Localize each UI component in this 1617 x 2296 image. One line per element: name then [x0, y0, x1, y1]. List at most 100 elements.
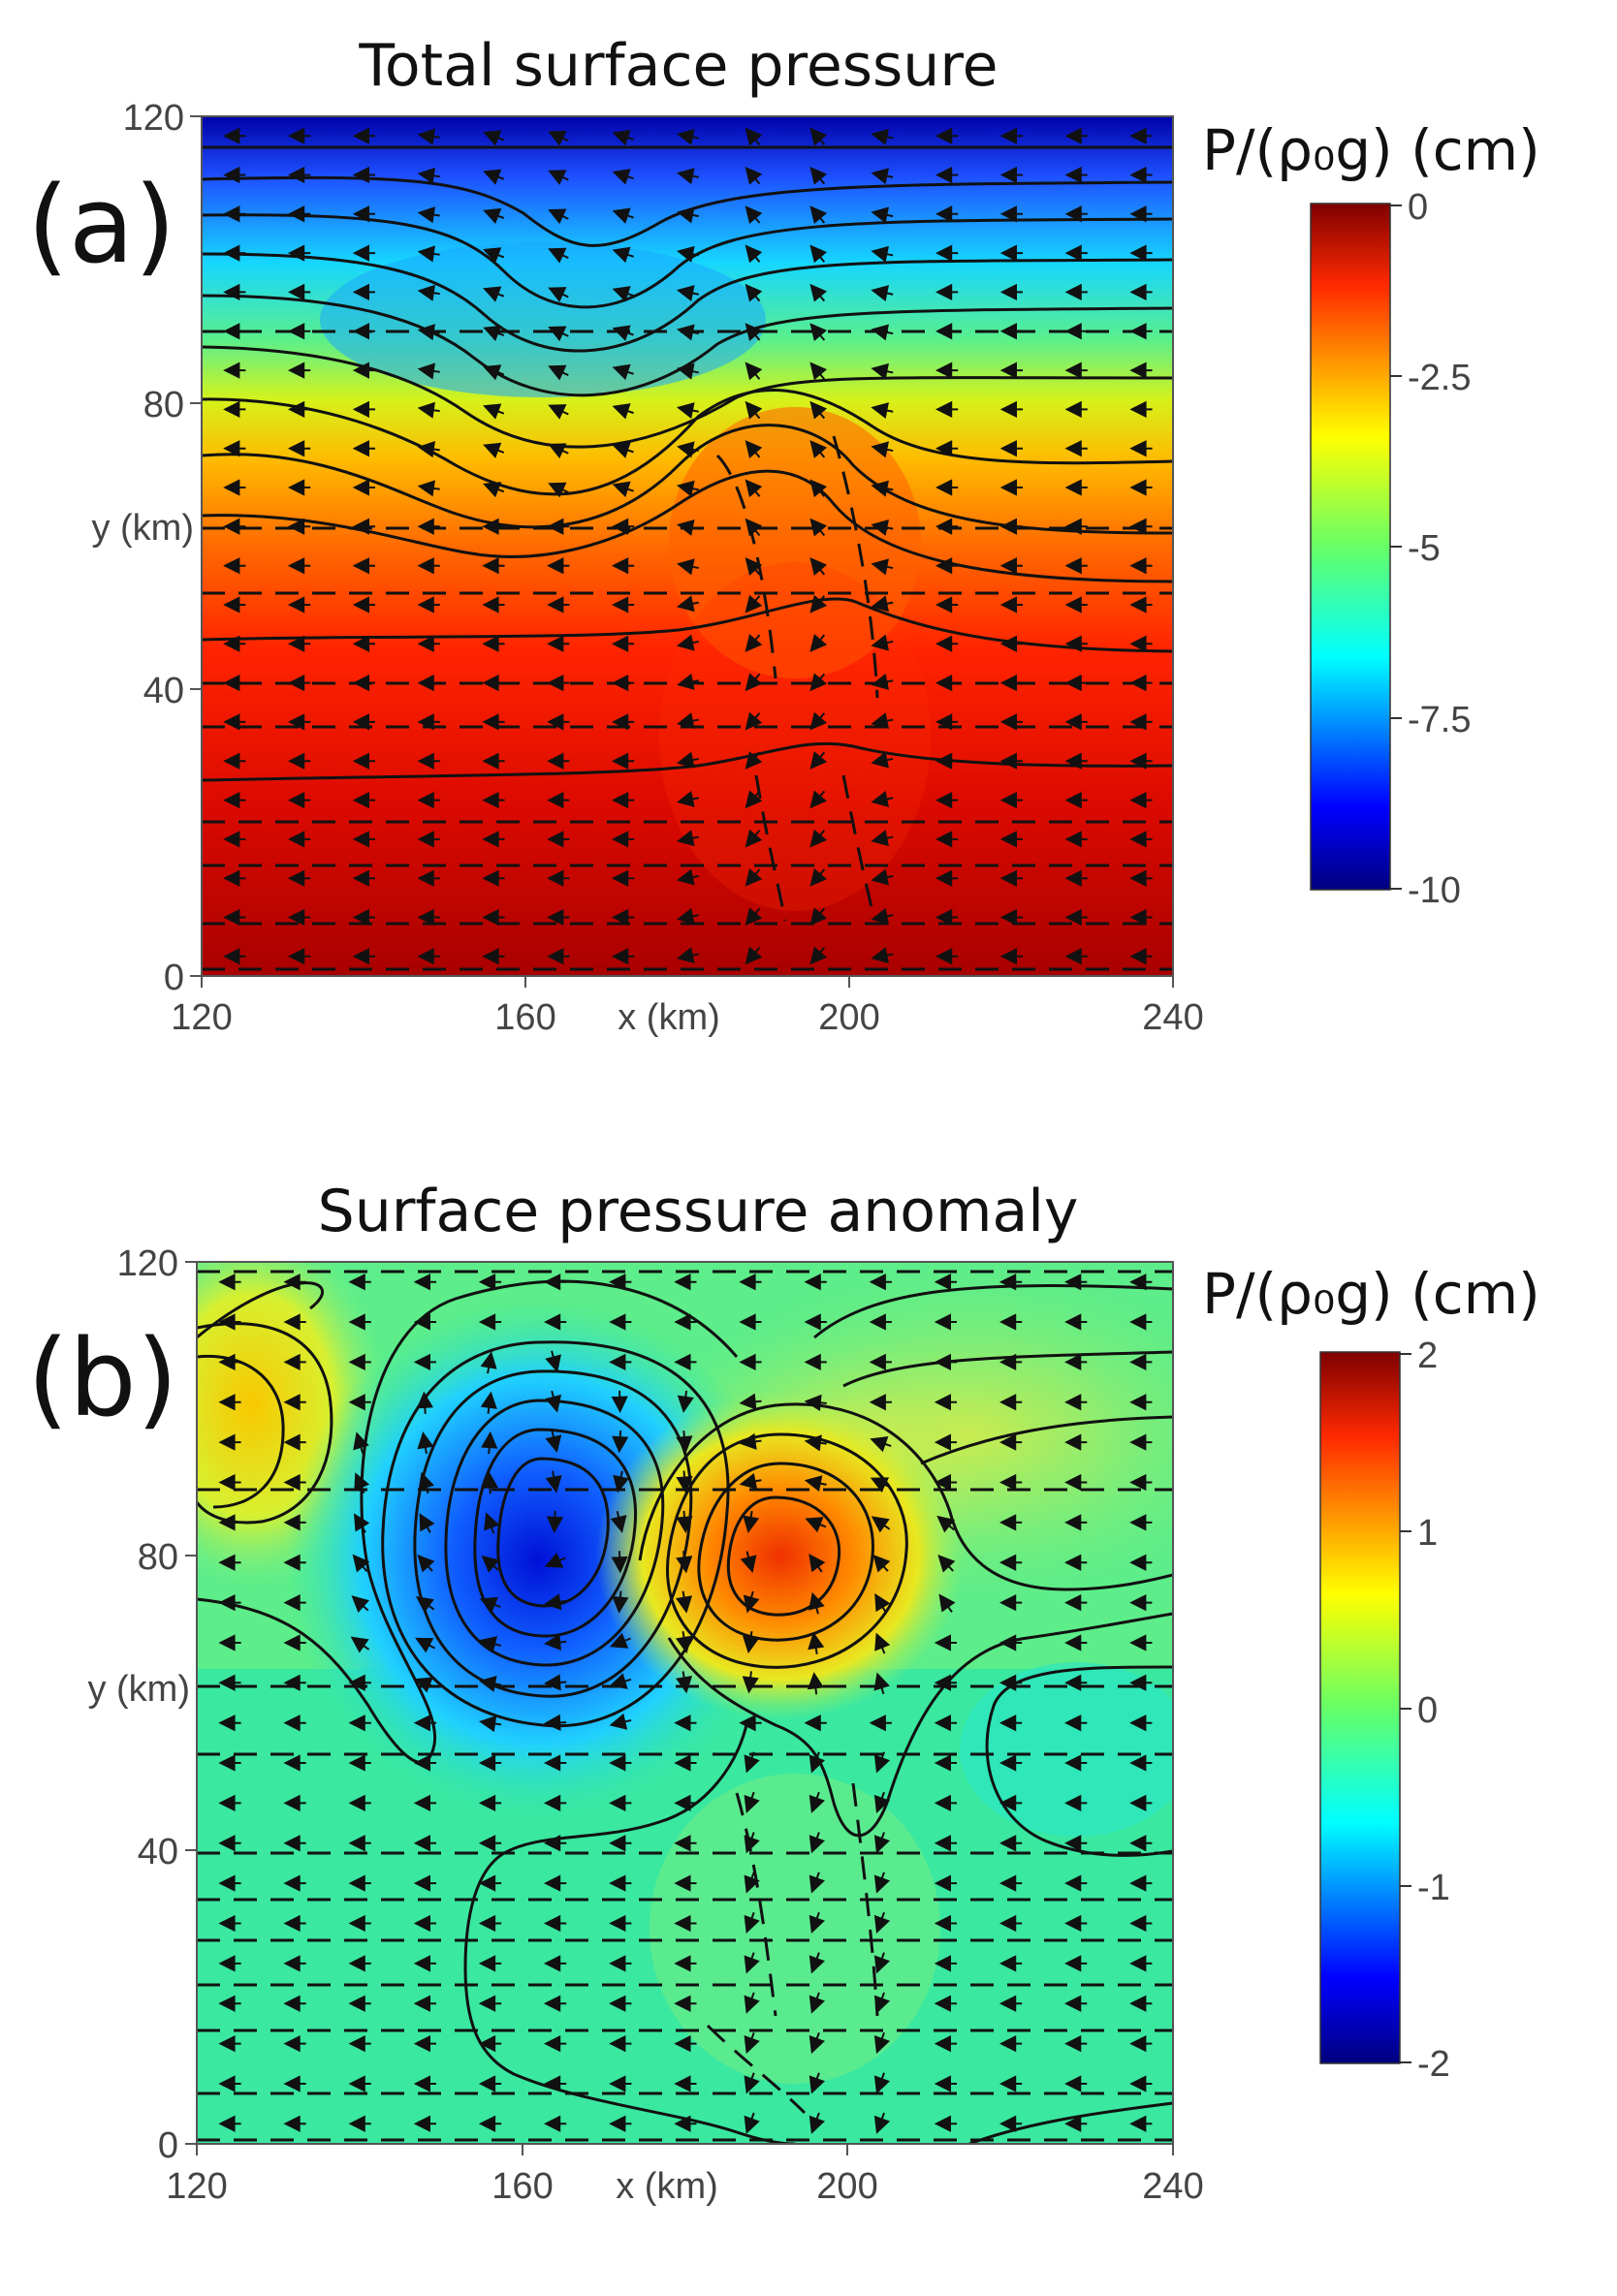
panel-a-ytick: 40	[143, 671, 184, 711]
velocity-arrow	[413, 1714, 436, 1732]
velocity-arrow	[348, 2034, 371, 2053]
velocity-arrow	[745, 400, 763, 420]
velocity-arrow	[545, 1470, 562, 1494]
velocity-arrow	[934, 1914, 957, 1933]
panel-b-dashed-contours	[197, 1270, 1173, 2142]
velocity-arrow	[478, 1835, 502, 1852]
velocity-arrow	[934, 2034, 957, 2053]
velocity-arrow	[934, 1955, 957, 1972]
velocity-arrow	[545, 1390, 562, 1413]
velocity-arrow	[478, 2034, 502, 2053]
velocity-arrow	[872, 1554, 891, 1573]
velocity-arrow	[287, 674, 311, 692]
velocity-arrow	[543, 2075, 567, 2092]
panel-a-cbar-tick: -2.5	[1408, 358, 1471, 398]
velocity-arrow	[611, 791, 635, 809]
velocity-arrow	[999, 244, 1023, 262]
velocity-arrow	[677, 1390, 694, 1413]
velocity-arrow	[674, 1313, 697, 1331]
velocity-arrow	[676, 595, 699, 613]
velocity-arrow	[999, 2075, 1023, 2092]
velocity-arrow	[548, 287, 569, 302]
velocity-arrow	[999, 557, 1023, 575]
velocity-arrow	[935, 283, 959, 301]
velocity-arrow	[937, 1554, 956, 1573]
velocity-arrow	[809, 907, 828, 927]
velocity-arrow	[676, 907, 699, 925]
velocity-arrow	[417, 908, 440, 927]
velocity-arrow	[804, 1394, 827, 1411]
velocity-arrow	[745, 868, 763, 887]
panel-a-xlabel: x (km)	[618, 997, 720, 1038]
velocity-arrow	[999, 791, 1023, 809]
velocity-arrow	[612, 169, 634, 185]
velocity-arrow	[935, 127, 959, 144]
panel-a-xtick: 240	[1142, 997, 1203, 1038]
velocity-arrow	[1129, 1353, 1153, 1371]
velocity-arrow	[218, 1353, 241, 1371]
velocity-arrow	[871, 519, 894, 536]
velocity-arrow	[999, 1554, 1023, 1571]
velocity-arrow	[352, 440, 375, 457]
velocity-arrow	[413, 1754, 436, 1772]
velocity-arrow	[1064, 635, 1088, 652]
velocity-arrow	[223, 127, 246, 144]
velocity-arrow	[548, 326, 569, 342]
velocity-arrow	[417, 674, 440, 692]
velocity-arrow	[1064, 244, 1088, 262]
velocity-arrow	[283, 1353, 306, 1371]
velocity-arrow	[934, 1394, 957, 1411]
velocity-arrow	[1064, 1714, 1088, 1732]
panel-b-xtick: 120	[166, 2166, 227, 2207]
velocity-arrow	[413, 1835, 436, 1852]
velocity-arrow	[1129, 244, 1153, 262]
velocity-arrow	[935, 557, 959, 575]
velocity-arrow	[871, 947, 894, 964]
velocity-arrow	[611, 831, 635, 848]
panel-b-y-axis: 120 80 40 0 y (km)	[87, 1243, 197, 2166]
velocity-arrow	[287, 518, 311, 535]
velocity-arrow	[283, 1914, 306, 1933]
velocity-arrow	[1064, 1955, 1088, 1972]
velocity-arrow	[873, 2031, 891, 2055]
velocity-arrow	[1064, 752, 1088, 770]
velocity-arrow	[999, 2115, 1023, 2132]
velocity-arrow	[873, 1751, 891, 1774]
velocity-arrow	[804, 1475, 827, 1493]
velocity-arrow	[611, 752, 635, 770]
velocity-arrow	[609, 1914, 632, 1933]
velocity-arrow	[871, 558, 894, 576]
velocity-arrow	[609, 2115, 632, 2132]
velocity-arrow	[483, 442, 505, 458]
velocity-arrow	[547, 674, 570, 692]
velocity-arrow	[676, 558, 699, 576]
velocity-arrow	[807, 1672, 825, 1695]
panel-b-xtick: 200	[816, 2166, 877, 2207]
velocity-arrow	[548, 404, 569, 420]
panel-a-frame	[201, 115, 1174, 977]
velocity-arrow	[873, 1832, 891, 1854]
velocity-arrow	[934, 1995, 957, 2012]
velocity-arrow	[478, 1274, 502, 1291]
velocity-arrow	[348, 1914, 371, 1933]
velocity-arrow	[478, 2075, 502, 2092]
velocity-arrow	[935, 166, 959, 184]
velocity-arrow	[283, 1473, 306, 1492]
velocity-arrow	[999, 400, 1023, 419]
velocity-arrow	[999, 2034, 1023, 2053]
velocity-arrow	[871, 285, 894, 302]
velocity-arrow	[547, 596, 570, 613]
velocity-arrow	[218, 1674, 241, 1691]
velocity-arrow	[809, 244, 828, 264]
velocity-arrow	[417, 362, 440, 380]
velocity-arrow	[612, 286, 634, 302]
velocity-arrow	[804, 1313, 827, 1331]
velocity-arrow	[611, 1551, 628, 1574]
velocity-arrow	[1129, 1433, 1153, 1451]
panel-b-xlabel: x (km)	[616, 2166, 718, 2207]
velocity-arrow	[223, 400, 246, 419]
velocity-arrow	[999, 831, 1023, 848]
velocity-arrow	[612, 129, 634, 146]
velocity-arrow	[417, 324, 440, 341]
velocity-arrow	[999, 908, 1023, 927]
